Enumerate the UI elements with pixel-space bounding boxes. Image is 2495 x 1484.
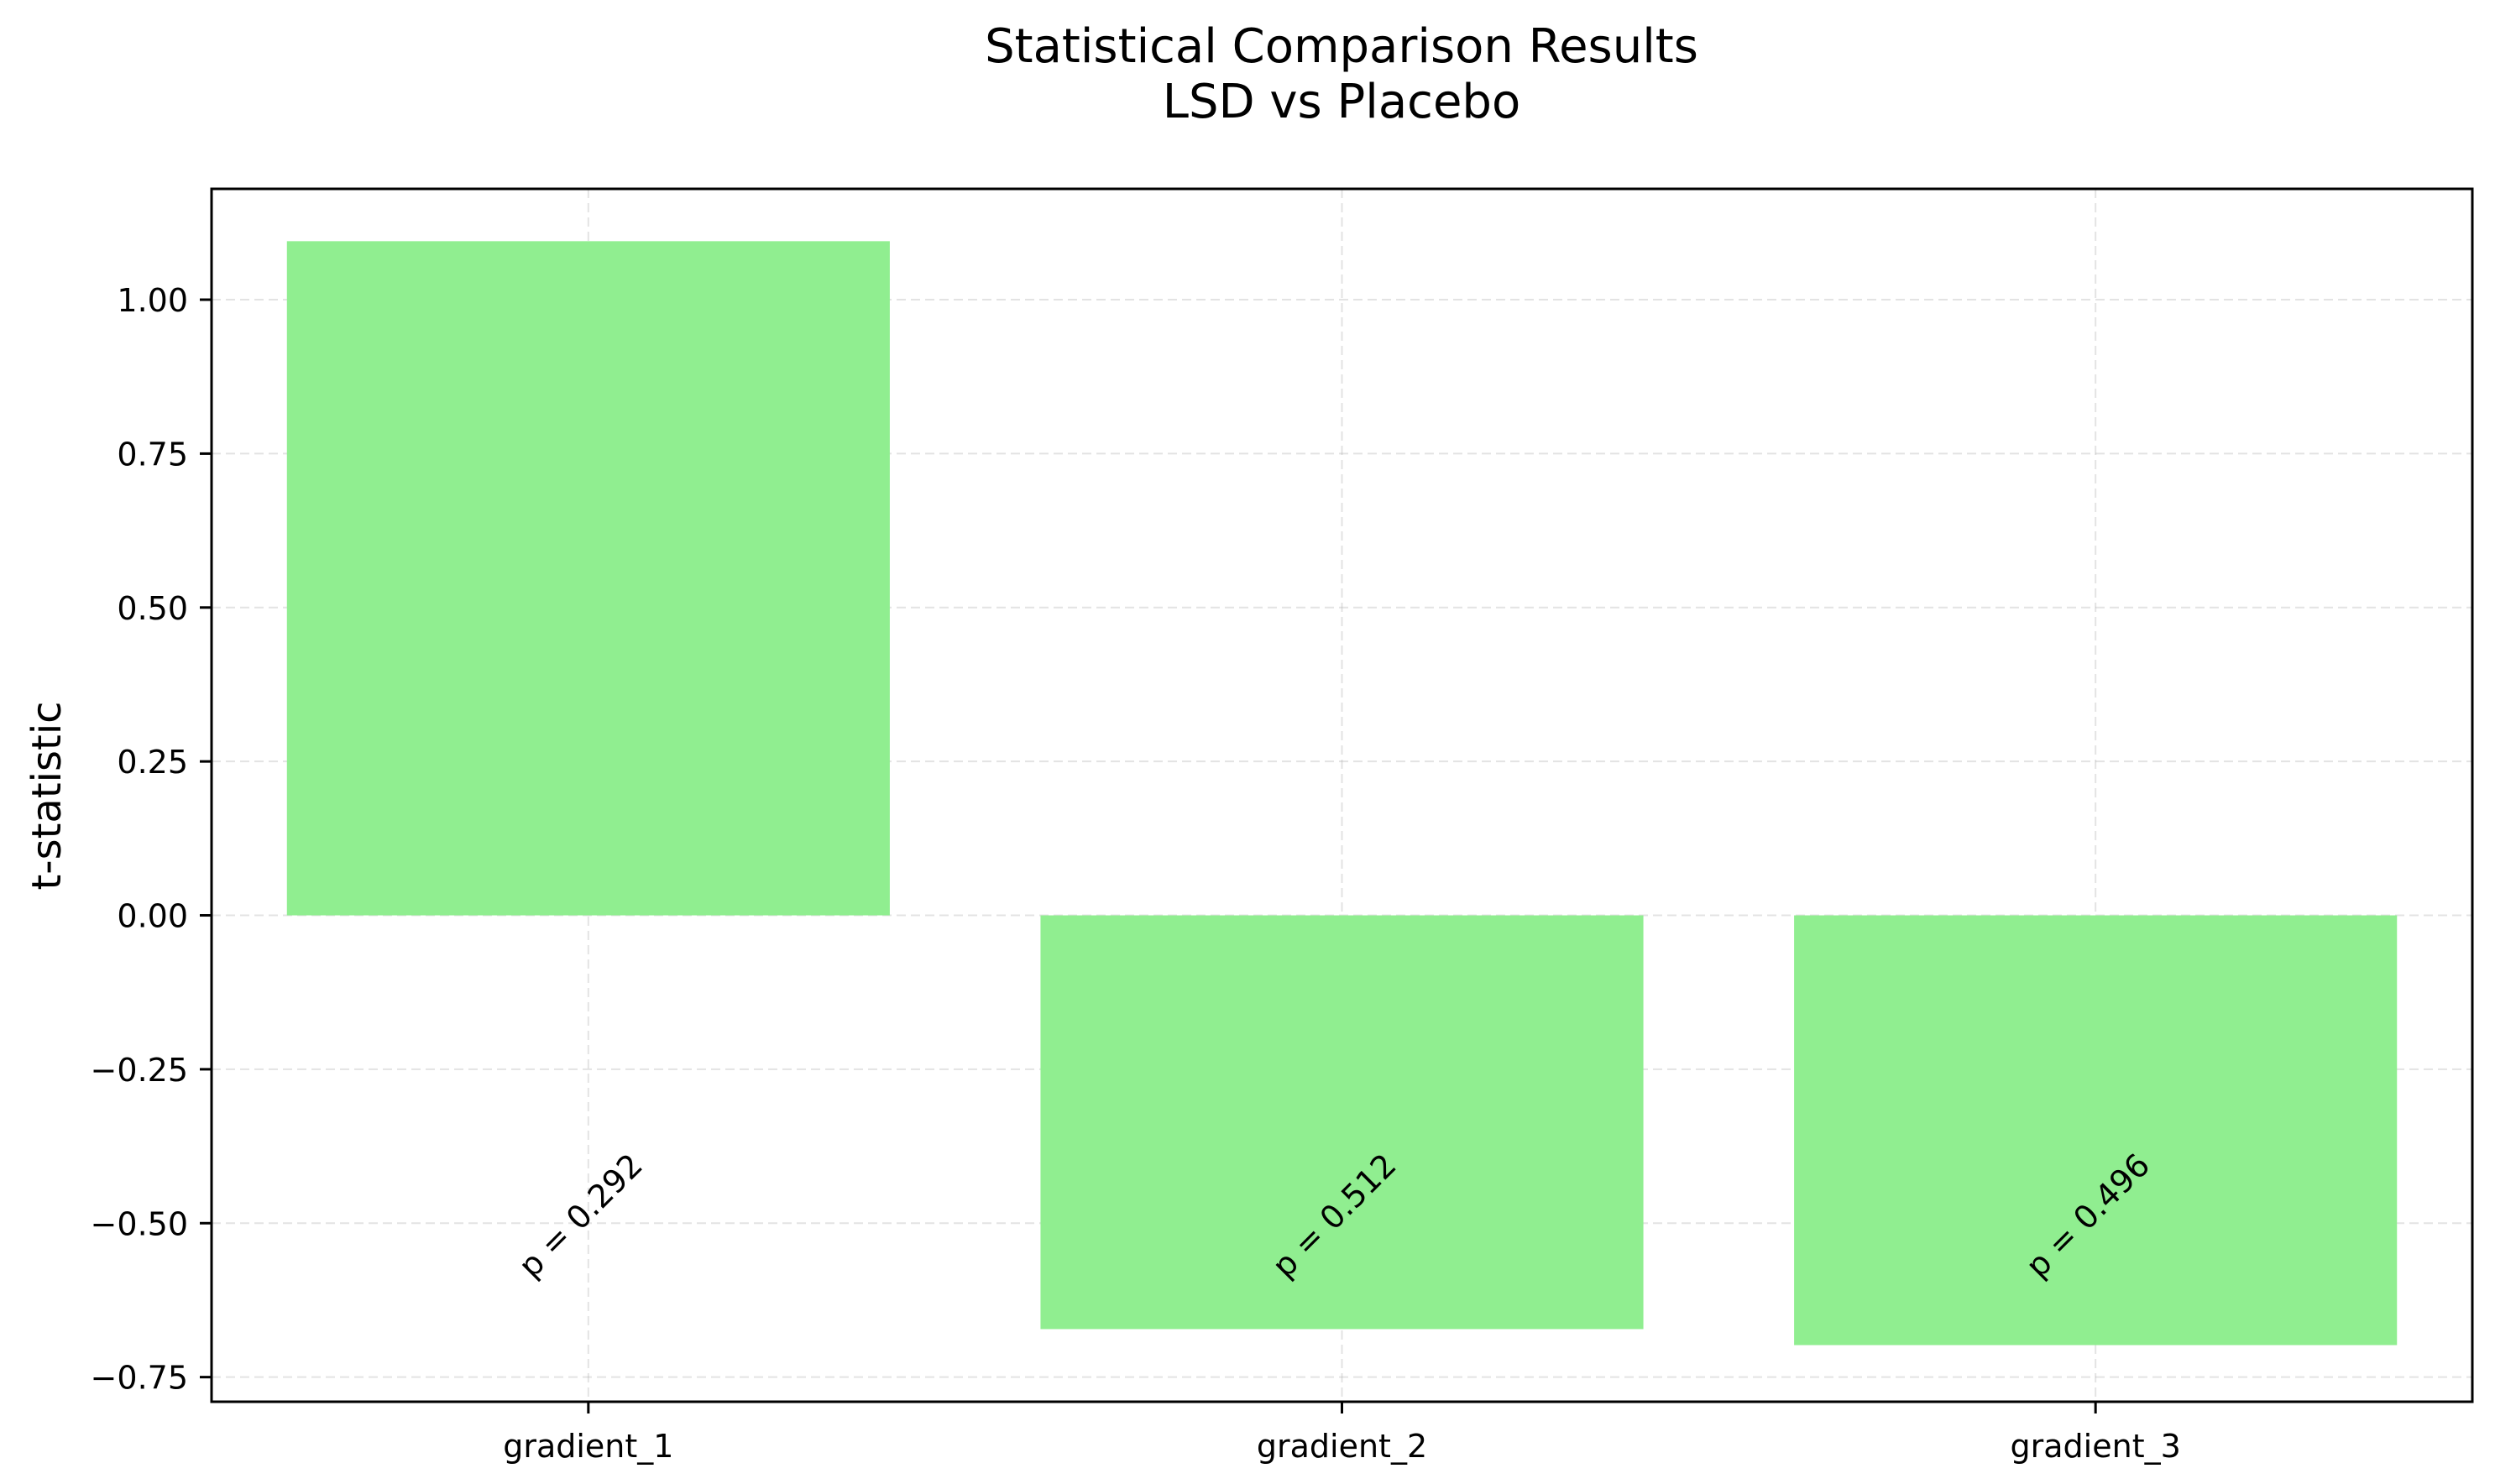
chart-subtitle: LSD vs Placebo [1163,75,1520,129]
chart-title: Statistical Comparison Results [985,19,1698,74]
y-tick-label: 0.75 [117,436,188,473]
y-tick-label: 0.25 [117,744,188,781]
y-tick-label: −0.25 [91,1052,188,1089]
bar-gradient_3 [1794,915,2398,1346]
y-tick-label: −0.50 [91,1205,188,1242]
y-tick-label: 1.00 [117,282,188,319]
y-tick-label: −0.75 [91,1360,188,1397]
bar-gradient_2 [1040,915,1644,1330]
x-tick-label: gradient_1 [503,1428,673,1465]
x-tick-label: gradient_3 [2011,1428,2181,1465]
y-tick-label: 0.00 [117,898,188,935]
bar-gradient_1 [286,241,890,916]
x-axis-ticks: gradient_1 gradient_2 gradient_3 [503,1402,2181,1465]
y-axis-ticks: 1.00 0.75 0.50 0.25 0.00 −0.25 −0.50 −0.75 [91,282,212,1397]
y-tick-label: 0.50 [117,590,188,627]
bars [286,241,2398,1346]
x-tick-label: gradient_2 [1257,1428,1427,1465]
y-axis-label: t-statistic [24,701,71,890]
